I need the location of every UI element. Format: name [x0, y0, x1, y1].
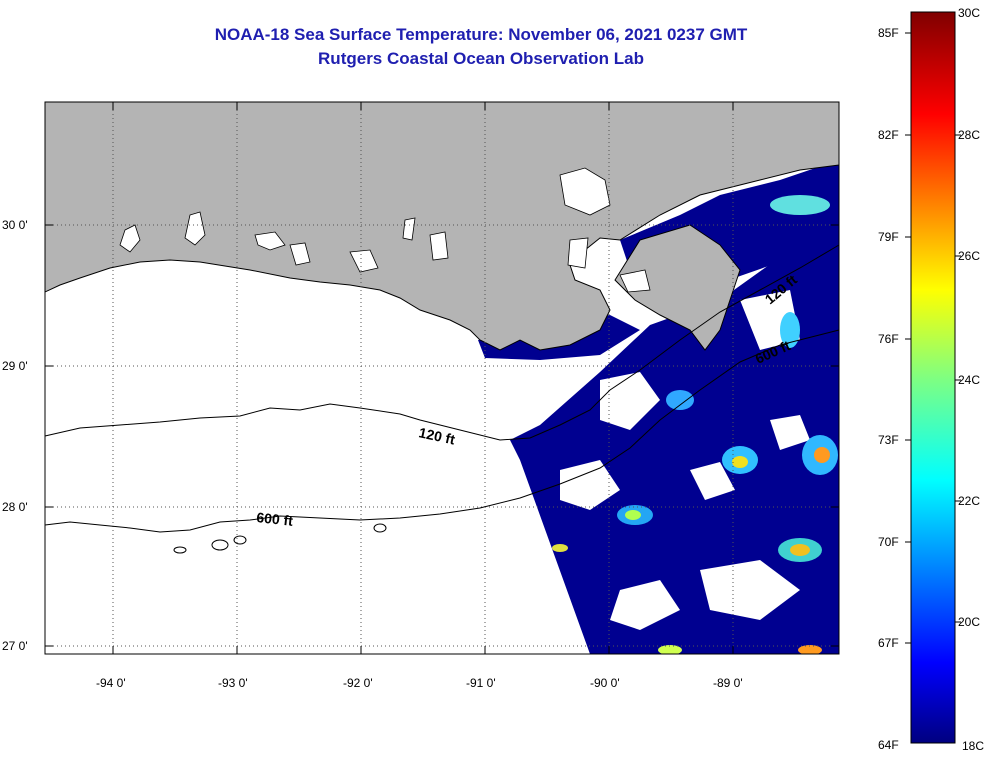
land-mass: [45, 102, 839, 351]
colorbar-c-label: 24C: [958, 373, 980, 387]
colorbar-c-label: 20C: [958, 615, 980, 629]
tick-marks: [45, 102, 839, 654]
lat-label: 28 0': [2, 500, 28, 514]
colorbar-c-label: 18C: [962, 739, 984, 753]
lon-label: -90 0': [590, 676, 620, 690]
colorbar-c-label: 26C: [958, 249, 980, 263]
colorbar-gradient: [910, 11, 956, 744]
colorbar-f-label: 85F: [878, 26, 899, 40]
contour-label-120-west: 120 ft: [417, 424, 456, 447]
colorbar-c-label: 28C: [958, 128, 980, 142]
map-frame: [44, 101, 840, 655]
colorbar-c-label: 22C: [958, 494, 980, 508]
lon-label: -91 0': [466, 676, 496, 690]
lon-label: -94 0': [96, 676, 126, 690]
colorbar-f-label: 76F: [878, 332, 899, 346]
colorbar-f-label: 64F: [878, 738, 899, 752]
title-line-1: NOAA-18 Sea Surface Temperature: Novembe…: [214, 25, 748, 44]
graticule: [45, 102, 839, 654]
lat-label: 29 0': [2, 359, 28, 373]
colorbar-f-label: 73F: [878, 433, 899, 447]
colorbar-f-label: 79F: [878, 230, 899, 244]
colorbar-f-label: 82F: [878, 128, 899, 142]
latitude-labels: 30 0' 29 0' 28 0' 27 0': [2, 218, 28, 653]
longitude-labels: -94 0' -93 0' -92 0' -91 0' -90 0' -89 0…: [96, 676, 743, 690]
colorbar-f-label: 67F: [878, 636, 899, 650]
inland-lakes: [119, 167, 651, 293]
lon-label: -93 0': [218, 676, 248, 690]
lon-label: -89 0': [713, 676, 743, 690]
lat-label: 30 0': [2, 218, 28, 232]
contour-label-600-west: 600 ft: [256, 509, 294, 529]
mississippi-delta: [614, 224, 741, 351]
lon-label: -92 0': [343, 676, 373, 690]
colorbar-c-label: 30C: [958, 6, 980, 20]
title-line-2: Rutgers Coastal Ocean Observation Lab: [318, 49, 644, 68]
lat-label: 27 0': [2, 639, 28, 653]
colorbar-f-label: 70F: [878, 535, 899, 549]
colorbar: 85F 82F 79F 76F 73F 70F 67F 64F 30C 28C …: [878, 6, 984, 753]
bathymetry-contours: [44, 244, 840, 554]
